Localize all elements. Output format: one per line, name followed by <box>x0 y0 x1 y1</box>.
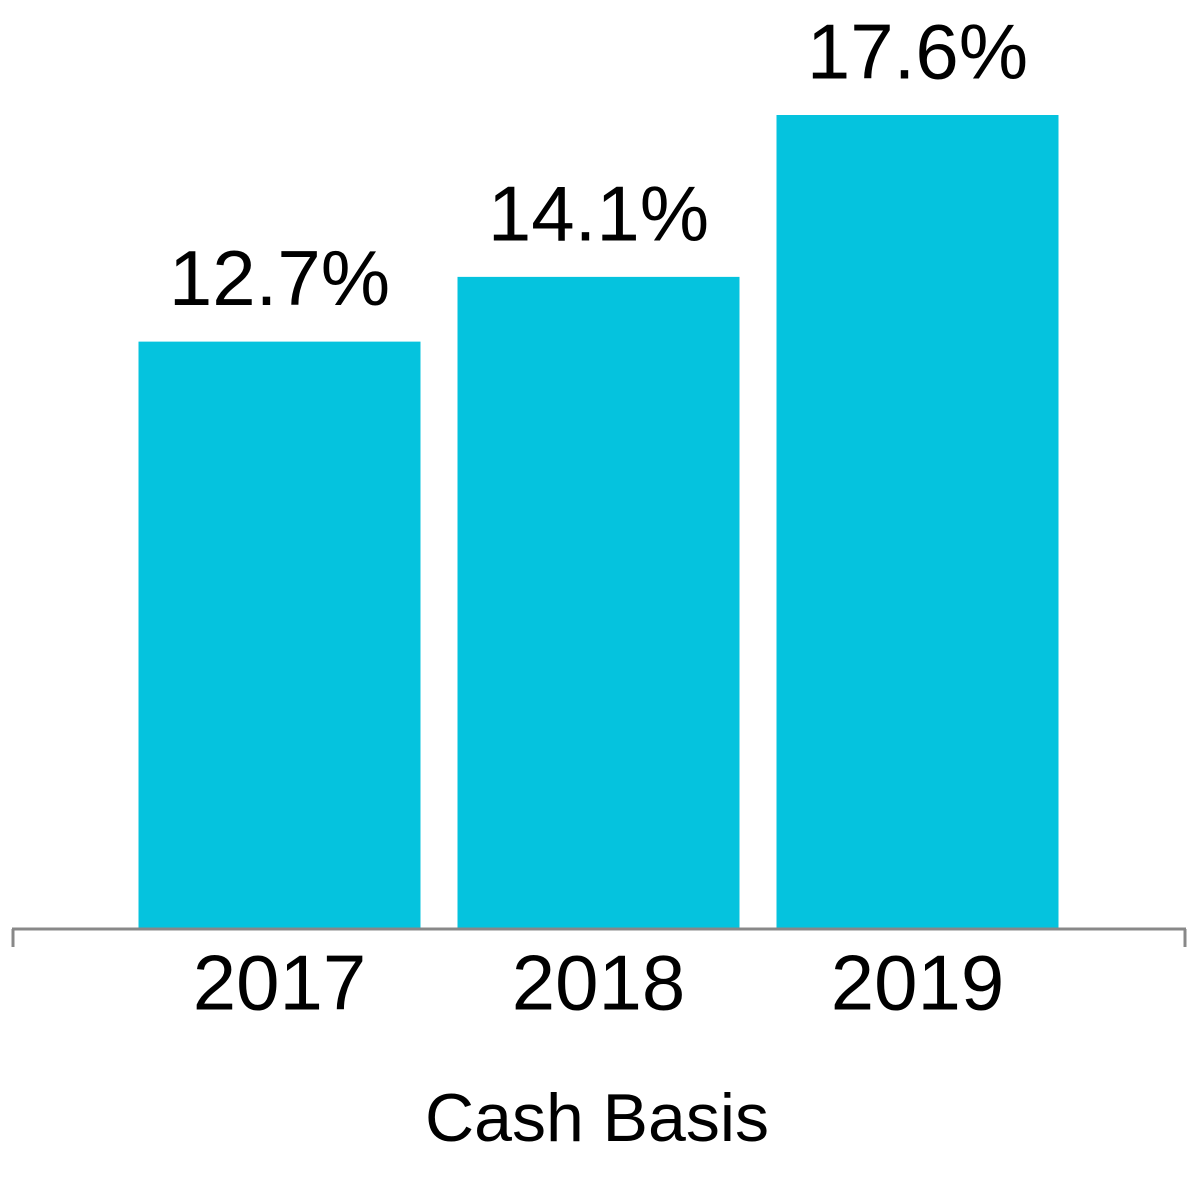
x-tick-label: 2017 <box>193 939 367 1027</box>
x-axis-label: Cash Basis <box>425 1080 769 1156</box>
value-label: 14.1% <box>488 169 709 257</box>
bar <box>457 276 740 929</box>
value-label: 17.6% <box>807 8 1028 96</box>
value-label: 12.7% <box>169 234 390 322</box>
x-tick-label: 2018 <box>512 939 686 1027</box>
bar <box>776 115 1059 929</box>
bar <box>138 341 421 929</box>
x-tick-label: 2019 <box>831 939 1005 1027</box>
